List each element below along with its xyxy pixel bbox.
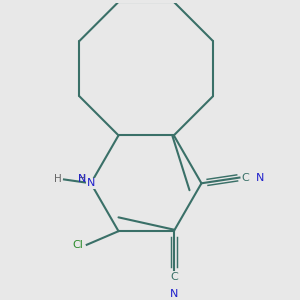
Text: N: N (169, 289, 178, 299)
Text: N: N (71, 174, 86, 184)
Text: C: C (170, 272, 178, 282)
Text: N: N (256, 172, 265, 183)
Text: C: C (242, 172, 250, 183)
Text: N: N (87, 178, 95, 188)
Text: H: H (54, 174, 62, 184)
Text: Cl: Cl (73, 240, 84, 250)
Text: H: H (79, 174, 86, 184)
